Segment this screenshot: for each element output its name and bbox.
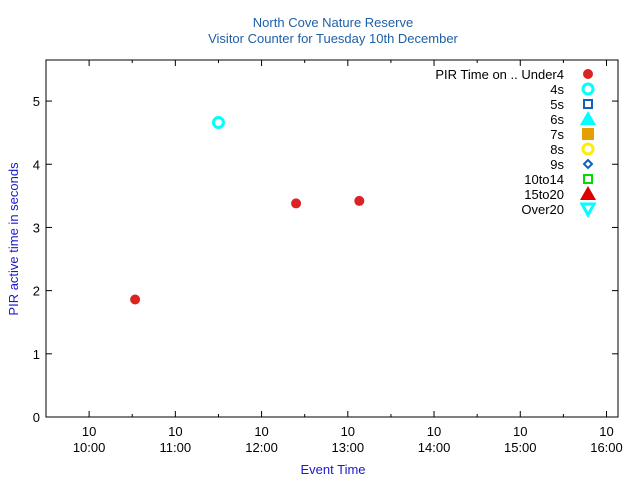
y-axis: 0 1 2 3 4 5 xyxy=(33,94,618,425)
y-tick-label: 1 xyxy=(33,347,40,362)
x-tick-day-label: 10 xyxy=(341,424,355,439)
legend-label: 9s xyxy=(550,157,564,172)
legend-marker xyxy=(579,202,597,219)
x-tick-time-label: 11:00 xyxy=(160,440,192,455)
legend-marker xyxy=(583,99,593,109)
legend-marker xyxy=(580,111,596,125)
legend-label: 5s xyxy=(550,97,564,112)
legend-label: 8s xyxy=(550,142,564,157)
x-tick-time-label: 14:00 xyxy=(418,440,451,455)
x-axis-label: Event Time xyxy=(300,462,365,477)
y-tick-label: 5 xyxy=(33,94,40,109)
data-point xyxy=(211,116,225,130)
data-points xyxy=(130,116,365,305)
legend: PIR Time on .. Under44s5s6s7s8s9s10to141… xyxy=(435,67,597,219)
legend-label: 4s xyxy=(550,82,564,97)
x-tick-day-label: 10 xyxy=(427,424,441,439)
legend-label: 7s xyxy=(550,127,564,142)
x-axis: 1010:001011:001012:001013:001014:001015:… xyxy=(45,60,623,455)
chart-subtitle: Visitor Counter for Tuesday 10th Decembe… xyxy=(208,31,458,46)
x-tick-day-label: 10 xyxy=(168,424,182,439)
data-point xyxy=(354,195,365,206)
legend-label: Over20 xyxy=(521,202,564,217)
y-tick-label: 4 xyxy=(33,157,40,172)
x-tick-day-label: 10 xyxy=(82,424,96,439)
x-tick-time-label: 15:00 xyxy=(504,440,537,455)
x-tick-day-label: 10 xyxy=(599,424,613,439)
legend-marker xyxy=(583,174,593,184)
y-tick-label: 2 xyxy=(33,284,40,299)
x-tick-time-label: 10:00 xyxy=(73,440,106,455)
legend-label: PIR Time on .. Under4 xyxy=(435,67,564,82)
legend-marker xyxy=(583,69,593,79)
legend-marker xyxy=(582,128,594,140)
y-axis-label: PIR active time in seconds xyxy=(6,162,21,316)
x-tick-time-label: 13:00 xyxy=(332,440,365,455)
data-point xyxy=(291,198,302,209)
y-tick-label: 0 xyxy=(33,410,40,425)
x-tick-time-label: 16:00 xyxy=(590,440,623,455)
legend-marker xyxy=(580,186,596,200)
x-tick-time-label: 12:00 xyxy=(245,440,278,455)
y-tick-label: 3 xyxy=(33,220,40,235)
plot-area-border xyxy=(45,59,619,418)
data-point xyxy=(130,294,141,305)
legend-label: 6s xyxy=(550,112,564,127)
legend-label: 10to14 xyxy=(524,172,564,187)
legend-marker xyxy=(581,82,595,96)
x-tick-day-label: 10 xyxy=(254,424,268,439)
legend-marker xyxy=(581,142,595,156)
x-tick-day-label: 10 xyxy=(513,424,527,439)
legend-marker xyxy=(582,158,594,170)
chart-title: North Cove Nature Reserve xyxy=(253,15,413,30)
legend-label: 15to20 xyxy=(524,187,564,202)
